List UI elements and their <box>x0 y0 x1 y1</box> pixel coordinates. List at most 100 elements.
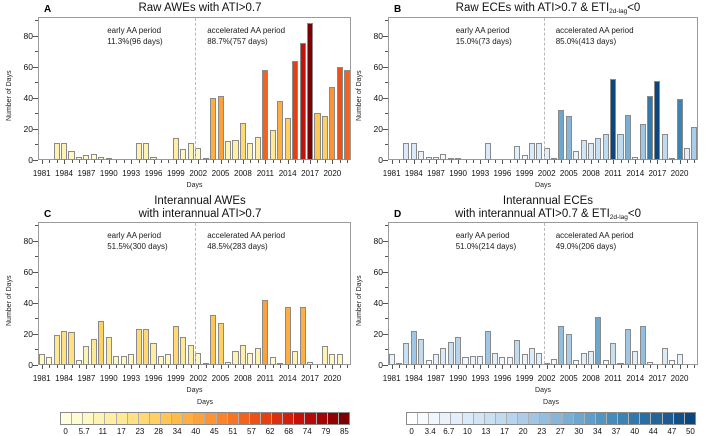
colorbar-swatch[interactable] <box>249 413 261 424</box>
x-tick-mark <box>583 365 585 368</box>
x-tick-label: 2014 <box>626 169 645 178</box>
colorbar-swatch[interactable] <box>606 413 619 424</box>
colorbar-swatch[interactable] <box>338 413 349 424</box>
colorbar-swatch[interactable] <box>194 413 206 424</box>
colorbar-swatch[interactable] <box>451 413 463 424</box>
colorbar-swatch[interactable] <box>584 413 596 424</box>
x-tick-mark <box>509 365 511 368</box>
colorbar-swatch[interactable] <box>260 413 273 424</box>
bar <box>661 133 668 160</box>
y-tick-mark <box>383 35 388 37</box>
bar <box>551 358 558 365</box>
bar <box>447 158 454 161</box>
colorbar-swatch[interactable] <box>651 413 663 424</box>
y-tick-label: 40 <box>23 297 33 308</box>
colorbar-swatch[interactable] <box>529 413 541 424</box>
colorbar-swatch[interactable] <box>484 413 496 424</box>
early-aa-label: early AA period <box>107 26 162 35</box>
colorbar-swatch[interactable] <box>551 413 563 424</box>
colorbar-swatch[interactable] <box>595 413 607 424</box>
colorbar-swatch[interactable] <box>283 413 295 424</box>
x-tick-mark <box>56 365 58 368</box>
colorbar-swatch[interactable] <box>305 413 317 424</box>
colorbar-swatch[interactable] <box>518 413 530 424</box>
x-tick-mark <box>175 365 177 369</box>
y-tick-label: 60 <box>23 266 33 277</box>
colorbar-swatch[interactable] <box>316 413 328 424</box>
bar <box>68 332 75 365</box>
colorbar-swatch[interactable] <box>540 413 552 424</box>
colorbar-swatch[interactable] <box>172 413 184 424</box>
colorbar-swatch[interactable] <box>238 413 250 424</box>
colorbar-swatch[interactable] <box>72 413 84 424</box>
colorbar-tick-label: 23 <box>135 427 145 436</box>
early-aa-annotation: early AA period 15.0%(73 days) <box>456 26 512 47</box>
colorbar-swatch[interactable] <box>684 413 695 424</box>
colorbar-swatch[interactable] <box>272 413 284 424</box>
colorbar-swatch[interactable] <box>640 413 652 424</box>
colorbar-swatch[interactable] <box>205 413 217 424</box>
bar <box>224 141 232 160</box>
colorbar-swatch[interactable] <box>83 413 95 424</box>
bar <box>157 355 165 365</box>
colorbar-swatch[interactable] <box>618 413 630 424</box>
colorbar-swatch[interactable] <box>473 413 485 424</box>
colorbar-swatch[interactable] <box>429 413 441 424</box>
bar <box>595 138 602 160</box>
x-tick-mark <box>93 160 95 163</box>
colorbar-swatch[interactable] <box>629 413 641 424</box>
x-tick-label: 1993 <box>471 374 490 383</box>
colorbar-swatch[interactable] <box>294 413 306 424</box>
colorbar-swatch[interactable] <box>94 413 106 424</box>
bar <box>105 337 112 365</box>
x-axis-label: Days <box>186 387 203 394</box>
colorbar-swatch[interactable] <box>562 413 574 424</box>
colorbar-swatch[interactable] <box>440 413 452 424</box>
colorbar-swatch[interactable] <box>61 413 73 424</box>
bar <box>277 100 284 160</box>
bar <box>514 340 521 365</box>
colorbar-swatch[interactable] <box>216 413 228 424</box>
colorbar-tick-label: 74 <box>302 427 312 436</box>
bar <box>321 346 328 365</box>
x-tick-label: 2020 <box>323 374 342 383</box>
colorbar-swatch[interactable] <box>160 413 173 424</box>
colorbar-swatch[interactable] <box>462 413 474 424</box>
y-tick-label: 80 <box>23 235 33 246</box>
x-tick-label: 2011 <box>256 374 274 383</box>
bar <box>610 343 617 365</box>
period-divider <box>543 223 545 364</box>
x-tick-mark <box>650 365 652 368</box>
colorbar-swatch[interactable] <box>495 413 507 424</box>
colorbar-swatch[interactable] <box>183 413 195 424</box>
colorbar-swatch[interactable] <box>506 413 519 424</box>
colorbar-swatch[interactable] <box>127 413 139 424</box>
bar <box>113 355 120 365</box>
bar <box>98 156 105 160</box>
y-tick-label: 40 <box>373 92 383 103</box>
x-tick-mark <box>302 160 304 163</box>
colorbar-swatch[interactable] <box>573 413 585 424</box>
plot-area-c <box>38 222 351 365</box>
x-tick-label: 1999 <box>166 169 185 178</box>
colorbar-swatch[interactable] <box>149 413 161 424</box>
colorbar-swatch[interactable] <box>227 413 239 424</box>
bar <box>462 357 469 365</box>
colorbar-swatch[interactable] <box>407 413 419 424</box>
colorbar-swatch[interactable] <box>418 413 430 424</box>
colorbar-tick-label: 20 <box>518 427 528 436</box>
x-tick-mark <box>339 160 341 163</box>
colorbar-swatch[interactable] <box>673 413 685 424</box>
colorbar-swatch[interactable] <box>116 413 128 424</box>
colorbar-swatch[interactable] <box>138 413 150 424</box>
bar <box>75 156 83 160</box>
y-tick-mark <box>33 365 38 366</box>
colorbar-swatch[interactable] <box>327 413 339 424</box>
x-tick-label: 1996 <box>144 374 163 383</box>
colorbar-tick-label: 40 <box>191 427 201 436</box>
x-tick-mark <box>235 365 237 368</box>
colorbar-swatch[interactable] <box>662 413 674 424</box>
y-tick-mark-minor <box>35 287 38 289</box>
bar <box>455 158 462 161</box>
colorbar-swatch[interactable] <box>105 413 117 424</box>
